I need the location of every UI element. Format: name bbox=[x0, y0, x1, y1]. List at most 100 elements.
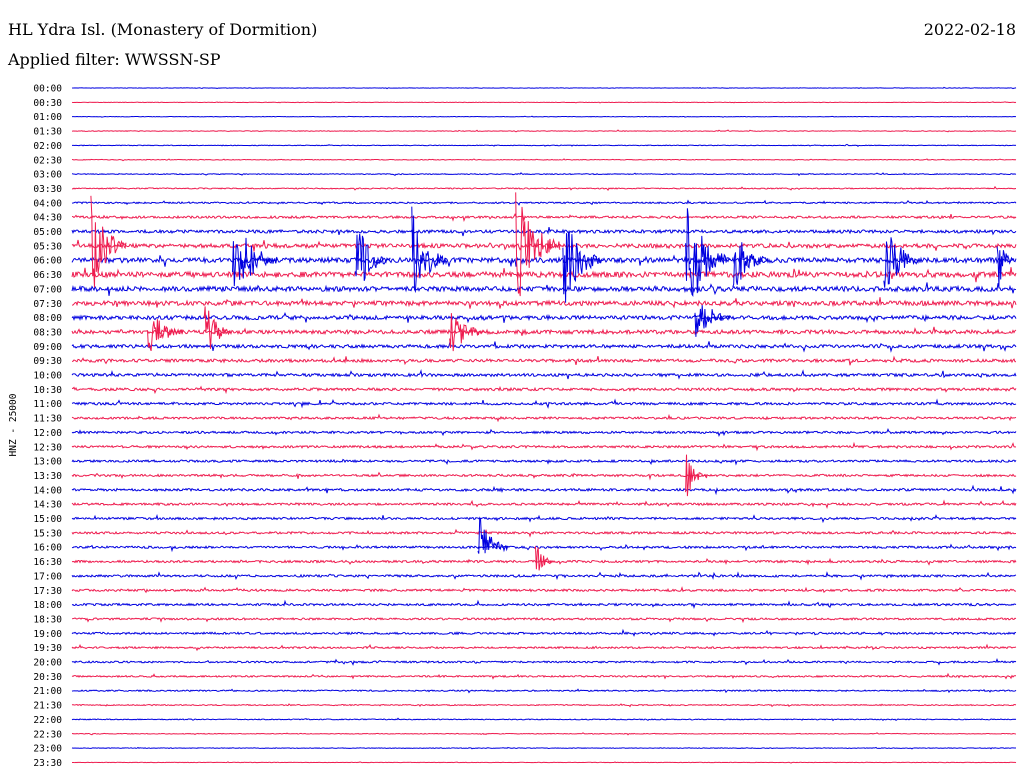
time-label: 15:30 bbox=[33, 528, 62, 539]
trace-line bbox=[71, 158, 1017, 162]
trace-line bbox=[71, 732, 1017, 736]
trace-line bbox=[71, 398, 1017, 409]
time-label: 05:00 bbox=[33, 227, 62, 238]
time-label: 07:30 bbox=[33, 299, 62, 310]
time-label: 01:30 bbox=[33, 127, 62, 138]
trace-line bbox=[71, 717, 1017, 722]
trace-line bbox=[71, 254, 1017, 268]
time-label: 18:30 bbox=[33, 614, 62, 625]
event-burst bbox=[515, 192, 561, 297]
trace-line bbox=[71, 499, 1017, 509]
time-label: 16:00 bbox=[33, 543, 62, 554]
time-label: 18:00 bbox=[33, 600, 62, 611]
time-label: 07:00 bbox=[33, 284, 62, 295]
time-label: 16:30 bbox=[33, 557, 62, 568]
date-label: 2022-02-18 bbox=[923, 20, 1016, 39]
time-label: 23:30 bbox=[33, 758, 62, 769]
time-label: 02:30 bbox=[33, 155, 62, 166]
trace-line bbox=[71, 599, 1017, 609]
time-label: 11:00 bbox=[33, 399, 62, 410]
time-label: 10:30 bbox=[33, 385, 62, 396]
time-label: 05:30 bbox=[33, 241, 62, 252]
time-label: 06:00 bbox=[33, 256, 62, 267]
event-burst bbox=[477, 516, 509, 554]
trace-line bbox=[71, 703, 1017, 708]
time-label: 12:30 bbox=[33, 442, 62, 453]
event-burst bbox=[685, 454, 708, 497]
trace-line bbox=[71, 341, 1017, 353]
time-label: 03:00 bbox=[33, 170, 62, 181]
trace-line bbox=[71, 185, 1017, 192]
time-label: 04:00 bbox=[33, 198, 62, 209]
time-label: 22:00 bbox=[33, 715, 62, 726]
event-burst bbox=[685, 208, 731, 298]
trace-line bbox=[71, 199, 1017, 206]
event-burst bbox=[883, 237, 920, 288]
trace-line bbox=[71, 643, 1017, 652]
time-label: 10:00 bbox=[33, 371, 62, 382]
trace-line bbox=[71, 484, 1017, 496]
station-title: HL Ydra Isl. (Monastery of Dormition) bbox=[8, 20, 318, 39]
time-label: 13:00 bbox=[33, 457, 62, 468]
time-label: 08:00 bbox=[33, 313, 62, 324]
trace-line bbox=[71, 528, 1017, 538]
trace-line bbox=[71, 746, 1017, 750]
time-label: 00:30 bbox=[33, 98, 62, 109]
trace-line bbox=[71, 471, 1017, 481]
time-label: 23:00 bbox=[33, 744, 62, 755]
trace-line bbox=[71, 213, 1017, 223]
time-label: 17:00 bbox=[33, 571, 62, 582]
trace-line bbox=[72, 761, 1017, 764]
trace-line bbox=[71, 355, 1017, 366]
time-label: 21:00 bbox=[33, 686, 62, 697]
event-burst bbox=[232, 237, 278, 287]
trace-line bbox=[71, 369, 1017, 380]
time-label: 11:30 bbox=[33, 414, 62, 425]
time-label: 01:00 bbox=[33, 112, 62, 123]
trace-line bbox=[71, 672, 1017, 680]
time-label: 20:00 bbox=[33, 658, 62, 669]
time-label: 15:00 bbox=[33, 514, 62, 525]
event-burst bbox=[147, 319, 184, 352]
trace-line bbox=[71, 101, 1017, 104]
event-burst bbox=[90, 195, 127, 288]
time-label: 19:30 bbox=[33, 643, 62, 654]
trace-line bbox=[71, 571, 1017, 581]
time-label: 20:30 bbox=[33, 672, 62, 683]
trace-line bbox=[71, 514, 1017, 524]
time-label: 03:30 bbox=[33, 184, 62, 195]
event-burst bbox=[411, 206, 448, 294]
event-burst bbox=[996, 246, 1015, 288]
trace-line bbox=[71, 267, 1017, 283]
trace-line bbox=[71, 297, 1017, 309]
filter-label: Applied filter: WWSSN-SP bbox=[8, 50, 221, 69]
time-label-group: 00:00 00:30 01:00 01:30 02:00 02:30 03:00 03:30… bbox=[33, 84, 62, 769]
trace-line bbox=[71, 427, 1017, 438]
trace-line bbox=[71, 385, 1017, 395]
time-label: 13:30 bbox=[33, 471, 62, 482]
time-label: 09:30 bbox=[33, 356, 62, 367]
time-label: 12:00 bbox=[33, 428, 62, 439]
trace-line bbox=[71, 586, 1016, 594]
event-burst bbox=[732, 242, 769, 288]
event-burst bbox=[354, 233, 391, 281]
event-burst bbox=[449, 313, 486, 352]
event-burst bbox=[534, 545, 553, 571]
time-label: 06:30 bbox=[33, 270, 62, 281]
trace-line bbox=[71, 617, 1017, 624]
time-label: 14:30 bbox=[33, 500, 62, 511]
trace-group bbox=[71, 86, 1017, 764]
trace-line bbox=[71, 458, 1017, 466]
trace-line bbox=[71, 441, 1017, 452]
time-label: 00:00 bbox=[33, 84, 62, 95]
trace-line bbox=[71, 543, 1017, 553]
trace-line bbox=[71, 413, 1017, 423]
trace-line bbox=[71, 282, 1017, 296]
trace-line bbox=[71, 115, 1017, 118]
trace-line bbox=[71, 657, 1017, 666]
trace-line bbox=[71, 86, 1017, 90]
trace-line bbox=[71, 172, 1017, 177]
time-label: 04:30 bbox=[33, 213, 62, 224]
time-label: 17:30 bbox=[33, 586, 62, 597]
time-label: 22:30 bbox=[33, 729, 62, 740]
